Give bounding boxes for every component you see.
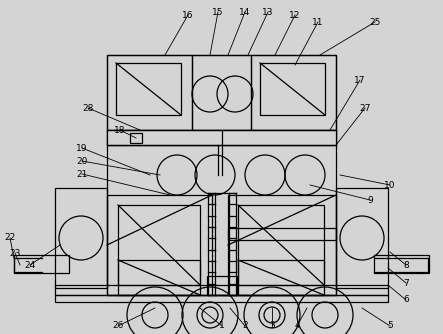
Text: 28: 28 — [82, 104, 93, 113]
Bar — [118, 205, 200, 285]
Bar — [107, 195, 212, 295]
Text: 23: 23 — [9, 248, 21, 258]
Text: 19: 19 — [76, 144, 88, 153]
Bar — [55, 295, 388, 302]
Text: 21: 21 — [76, 169, 88, 178]
Bar — [130, 133, 142, 143]
Bar — [107, 55, 192, 130]
Text: 2: 2 — [242, 322, 248, 331]
Text: 11: 11 — [312, 17, 324, 26]
Text: 26: 26 — [113, 322, 124, 331]
Bar — [336, 188, 388, 288]
Bar — [260, 63, 325, 115]
Bar — [192, 55, 251, 130]
Bar — [374, 255, 429, 273]
Text: 27: 27 — [359, 104, 371, 113]
Text: 6: 6 — [403, 296, 409, 305]
Text: 18: 18 — [114, 126, 126, 135]
Text: 13: 13 — [262, 7, 274, 16]
Text: 16: 16 — [182, 10, 194, 19]
Bar — [14, 255, 69, 273]
Bar — [207, 276, 237, 295]
Text: 15: 15 — [212, 7, 224, 16]
Bar — [55, 285, 388, 295]
Bar — [228, 195, 336, 295]
Text: 25: 25 — [369, 17, 381, 26]
Bar — [55, 188, 107, 288]
Bar — [118, 260, 200, 295]
Text: 5: 5 — [387, 322, 393, 331]
Text: 17: 17 — [354, 75, 366, 85]
Text: 3: 3 — [269, 322, 275, 331]
Text: 14: 14 — [239, 7, 251, 16]
Bar — [238, 205, 324, 285]
Bar — [107, 130, 336, 145]
Text: 20: 20 — [76, 157, 88, 166]
Bar — [116, 63, 181, 115]
Text: 1: 1 — [219, 322, 225, 331]
Text: 8: 8 — [403, 261, 409, 270]
Bar — [107, 130, 336, 145]
Bar — [107, 55, 336, 295]
Bar — [228, 228, 336, 240]
Text: 7: 7 — [403, 279, 409, 288]
Bar — [251, 55, 336, 130]
Text: 10: 10 — [384, 180, 396, 189]
Text: 9: 9 — [367, 195, 373, 204]
Text: 4: 4 — [294, 322, 300, 331]
Text: 12: 12 — [289, 10, 301, 19]
Text: 24: 24 — [24, 261, 35, 270]
Bar — [238, 260, 324, 295]
Text: 22: 22 — [4, 233, 16, 242]
